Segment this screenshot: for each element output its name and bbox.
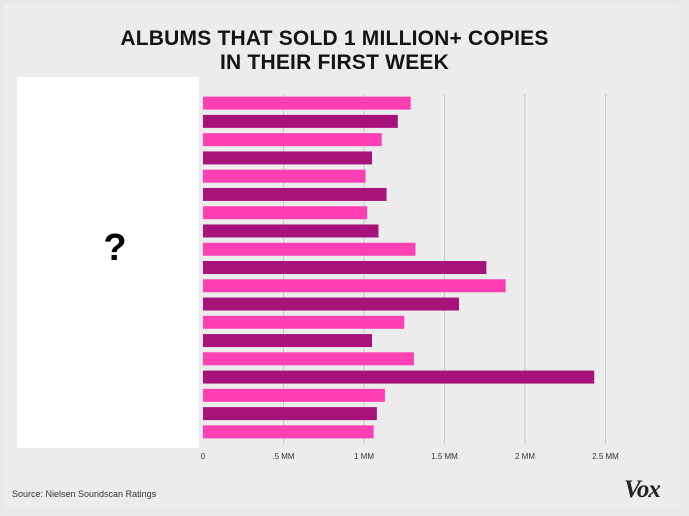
x-tick-label: 2.5 MM <box>592 452 619 461</box>
bar <box>203 370 595 384</box>
chart-title: ALBUMS THAT SOLD 1 MILLION+ COPIES IN TH… <box>0 27 669 75</box>
bar <box>203 96 411 110</box>
x-tick-label: .5 MM <box>272 452 295 461</box>
bar <box>203 334 373 348</box>
source-note: Source: Nielsen Soundscan Ratings <box>12 489 157 499</box>
bar <box>203 169 366 183</box>
bar <box>203 407 377 421</box>
bar <box>203 352 414 366</box>
bar <box>203 133 382 147</box>
hidden-labels-panel: ? <box>17 77 199 448</box>
bar <box>203 114 398 128</box>
chart-title-line-2: IN THEIR FIRST WEEK <box>220 51 449 74</box>
bar <box>203 297 459 311</box>
bar <box>203 151 373 165</box>
bar <box>203 242 416 256</box>
bar <box>203 187 387 201</box>
bar <box>203 206 368 220</box>
bar <box>203 261 487 274</box>
question-mark: ? <box>103 227 127 269</box>
chart-title-line-1: ALBUMS THAT SOLD 1 MILLION+ COPIES <box>120 27 549 50</box>
x-tick-label: 2 MM <box>515 452 535 461</box>
x-tick-label: 1.5 MM <box>431 452 458 461</box>
x-tick-label: 0 <box>201 452 206 461</box>
bar <box>203 388 385 402</box>
bar <box>203 279 506 293</box>
vox-logo: Vox <box>624 476 661 503</box>
bar <box>203 315 405 329</box>
bar <box>203 224 379 238</box>
x-tick-label: 1 MM <box>354 452 374 461</box>
bar <box>203 425 374 439</box>
